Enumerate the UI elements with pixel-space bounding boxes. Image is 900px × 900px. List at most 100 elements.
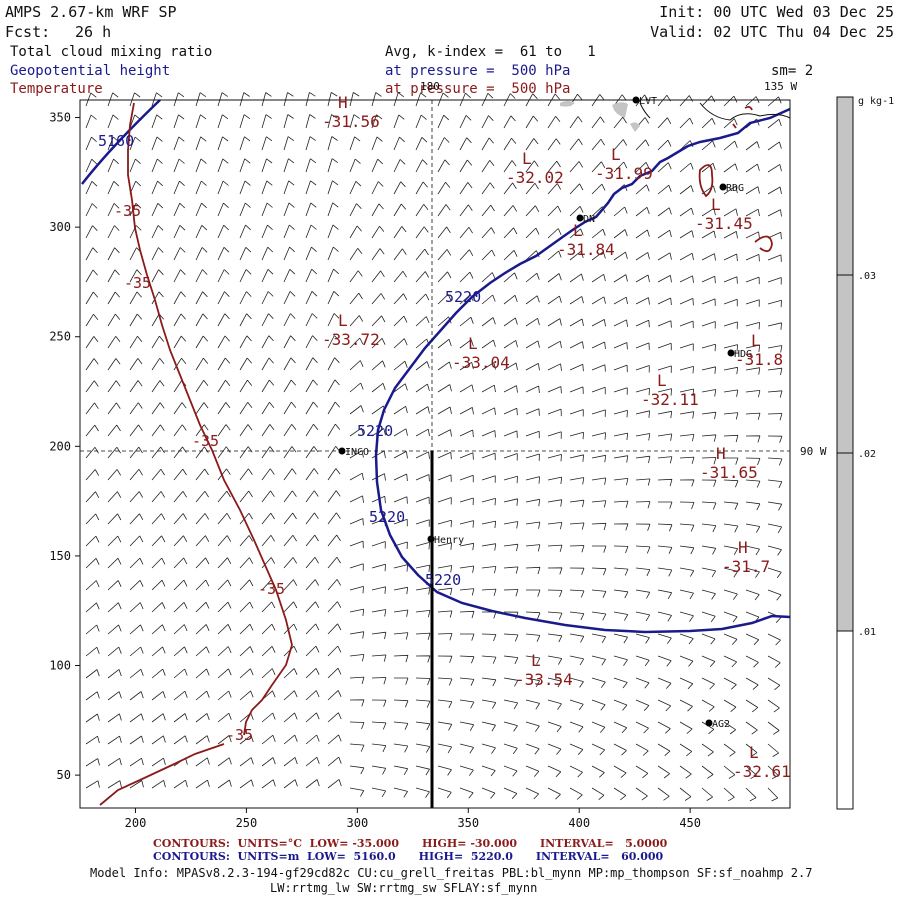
wind-barb [173,335,187,349]
wind-barb [151,624,166,635]
wind-barb [371,586,386,594]
extremum-type: H [716,444,726,463]
wind-barb [767,435,783,443]
wind-barb [657,275,672,283]
model-title: AMPS 2.67-km WRF SP [5,3,177,21]
wind-barb [745,276,760,285]
wind-barb [481,543,497,551]
wind-barb [569,454,584,462]
wind-barb [195,313,208,327]
wind-barb [503,475,518,484]
wind-barb [261,601,276,613]
wind-barb [569,250,584,261]
wind-barb [767,186,782,195]
wind-barb [569,296,584,305]
wind-barb [701,411,717,420]
wind-barb [305,401,319,415]
wind-barb [129,424,143,437]
wind-barb [151,646,166,657]
wind-barb [349,114,360,129]
wind-barb [569,567,585,575]
temp-contour-label: -35 [192,432,219,450]
wind-barb [481,137,494,151]
wind-barb [525,340,540,349]
wind-barb [635,787,648,801]
wind-barb [349,495,364,503]
wind-barb [261,623,276,635]
valid-time: Valid: 02 UTC Thu 04 Dec 25 [650,23,894,41]
wind-barb [437,565,453,573]
wind-barb [217,646,232,657]
wind-barb [547,138,561,151]
wind-barb [129,513,144,525]
wind-barb [657,342,672,351]
wind-barb [767,479,783,489]
wind-barb [723,633,738,645]
wind-barb [371,765,387,775]
temp-contour-rdg [698,164,714,198]
wind-barb [679,366,694,374]
wind-barb [85,691,100,701]
wind-barb [283,512,297,525]
wind-barb [393,293,408,305]
wind-barb [437,226,451,239]
wind-barb [327,92,338,107]
wind-barb [107,624,122,635]
wind-barb [415,721,431,731]
wind-barb [129,446,143,459]
wind-barb [679,655,694,667]
wind-barb [305,690,320,701]
wind-barb [723,479,739,488]
wind-barb [195,668,210,679]
wind-barb [547,677,562,688]
wind-barb [151,735,166,745]
wind-barb [195,114,207,129]
wind-barb [349,586,364,594]
wind-barb [503,227,518,239]
wind-barb [503,407,518,416]
wind-barb [305,623,320,635]
wind-barb [327,690,342,701]
wind-barb [613,699,628,711]
wind-barb [569,765,583,778]
wind-barb [767,277,782,285]
wind-barb [481,115,494,129]
wind-barb [173,735,188,745]
wind-barb [283,158,295,173]
wind-barb [547,522,563,530]
wind-barb [701,655,716,667]
wind-barb [129,780,144,789]
wind-barb [195,158,207,173]
wind-barb [547,386,562,394]
wind-barb [724,457,739,465]
wind-barb [591,677,606,688]
wind-barb [283,734,298,745]
wind-barb [261,291,274,305]
wind-barb [767,231,782,240]
x-tick-label: 450 [679,816,701,830]
wind-barb [239,468,253,481]
wind-barb [592,545,607,553]
wind-barb [613,500,629,508]
k-index-avg: Avg, k-index = 61 to 1 [385,44,596,60]
wind-barb [437,429,452,437]
wind-barb [415,587,431,595]
wind-barb [437,114,450,129]
wind-barb [481,721,496,732]
wind-barb [195,446,209,459]
wind-barb [195,468,209,481]
wind-barb [261,734,276,745]
wind-barb [525,721,540,732]
wind-barb [195,624,210,635]
forecast-hour: 26 h [75,23,112,41]
wind-barb [547,250,562,261]
y-tick-label: 250 [49,330,71,344]
wind-barb [569,633,585,643]
wind-barb [767,633,781,646]
wind-barb [547,567,563,575]
wind-barb [85,780,100,789]
wind-barb [635,523,651,531]
wind-barb [85,380,99,393]
wind-barb [217,335,230,349]
wind-barb [283,534,297,547]
